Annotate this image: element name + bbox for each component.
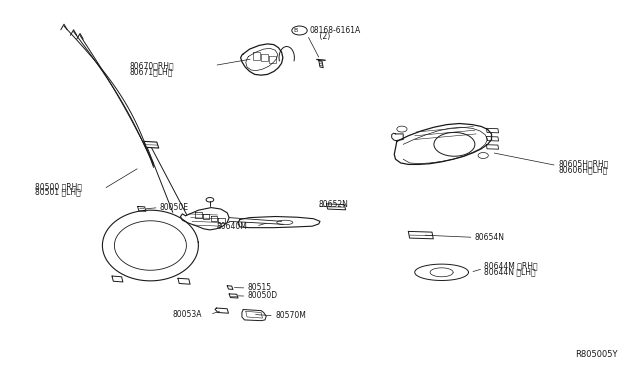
Text: 80606H〈LH〉: 80606H〈LH〉: [558, 165, 607, 174]
Text: 80570M: 80570M: [275, 311, 306, 320]
Text: 80501 〈LH〉: 80501 〈LH〉: [35, 188, 81, 197]
Text: 80654N: 80654N: [475, 233, 505, 242]
Text: 80605H〈RH〉: 80605H〈RH〉: [558, 159, 609, 168]
Text: 80652N: 80652N: [319, 200, 349, 209]
Text: 80644M 〈RH〉: 80644M 〈RH〉: [484, 262, 538, 271]
Text: 08168-6161A: 08168-6161A: [310, 26, 361, 35]
Text: (2): (2): [310, 32, 330, 41]
Text: 80515: 80515: [248, 283, 272, 292]
Text: 80671〈LH〉: 80671〈LH〉: [129, 67, 173, 76]
Text: R805005Y: R805005Y: [575, 350, 618, 359]
Text: 80050E: 80050E: [160, 203, 189, 212]
Text: 80050D: 80050D: [248, 291, 278, 300]
Text: 80500 〈RH〉: 80500 〈RH〉: [35, 182, 82, 191]
Text: B: B: [294, 28, 298, 33]
Text: 80670〈RH〉: 80670〈RH〉: [129, 61, 174, 70]
Text: 80053A: 80053A: [173, 310, 202, 319]
Text: 80640M: 80640M: [216, 222, 247, 231]
Text: 80644N 〈LH〉: 80644N 〈LH〉: [484, 268, 536, 277]
